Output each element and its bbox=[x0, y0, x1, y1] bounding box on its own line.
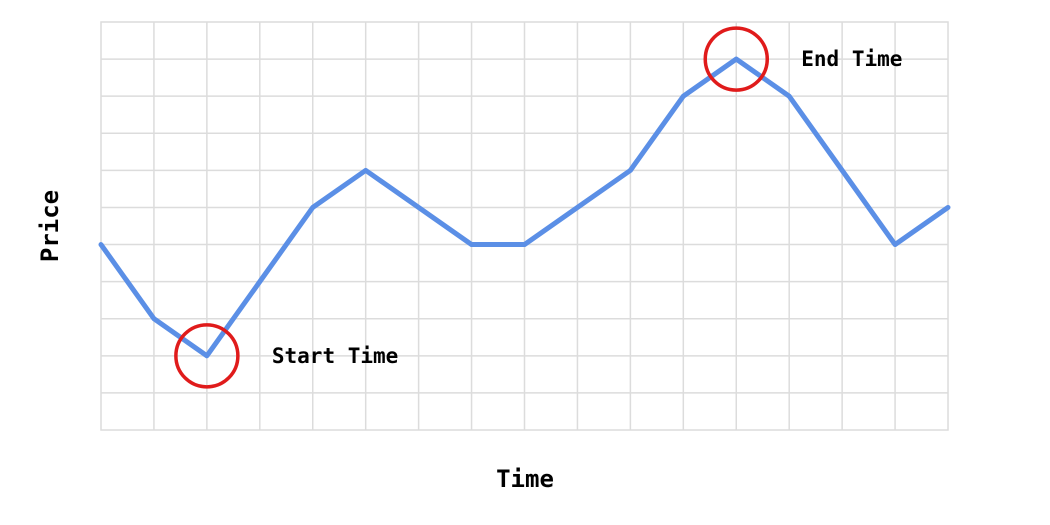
grid bbox=[101, 22, 948, 430]
annotation-circle bbox=[174, 323, 240, 389]
plot-frame bbox=[100, 21, 949, 431]
annotation-label: Start Time bbox=[272, 344, 398, 368]
x-axis-label: Time bbox=[496, 465, 554, 493]
y-axis-label: Price bbox=[36, 190, 64, 262]
annotation-label: End Time bbox=[801, 47, 902, 71]
annotation-circle bbox=[703, 26, 769, 92]
annotations: Start Time End Time bbox=[174, 26, 902, 389]
price-series-line bbox=[98, 56, 951, 359]
